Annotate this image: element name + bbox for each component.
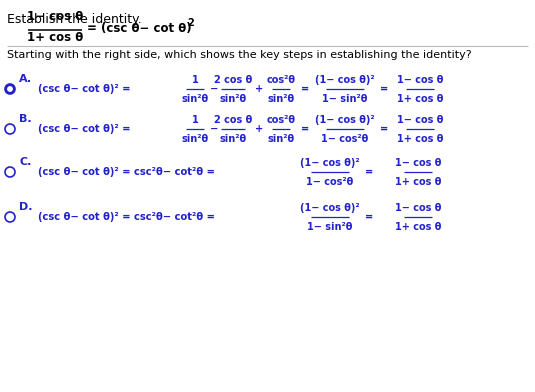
Text: C.: C. xyxy=(19,157,32,167)
Text: −: − xyxy=(210,84,218,94)
Text: 1: 1 xyxy=(192,74,198,85)
Text: 1− cos θ: 1− cos θ xyxy=(395,203,441,212)
Text: 1− cos θ: 1− cos θ xyxy=(397,74,443,85)
Text: D.: D. xyxy=(19,202,33,212)
Text: =: = xyxy=(301,124,309,134)
Text: 1− cos θ: 1− cos θ xyxy=(395,158,441,167)
Text: cos²θ: cos²θ xyxy=(266,114,295,125)
Text: 1+ cos θ: 1+ cos θ xyxy=(397,134,443,143)
Text: 2 cos θ: 2 cos θ xyxy=(214,74,252,85)
Text: 1− cos θ: 1− cos θ xyxy=(27,10,83,23)
Text: 1+ cos θ: 1+ cos θ xyxy=(27,31,83,44)
Text: cos²θ: cos²θ xyxy=(266,74,295,85)
Text: (csc θ− cot θ)² =: (csc θ− cot θ)² = xyxy=(38,84,131,94)
Text: 1+ cos θ: 1+ cos θ xyxy=(395,176,441,187)
Circle shape xyxy=(5,84,15,94)
Text: sin²θ: sin²θ xyxy=(268,134,295,143)
Text: (1− cos θ)²: (1− cos θ)² xyxy=(315,114,375,125)
Text: sin²θ: sin²θ xyxy=(268,94,295,103)
Text: +: + xyxy=(255,84,263,94)
Text: =: = xyxy=(380,124,388,134)
Text: Establish the identity.: Establish the identity. xyxy=(7,13,142,26)
Text: 1− cos²θ: 1− cos²θ xyxy=(322,134,369,143)
Text: (csc θ− cot θ)² = csc²θ− cot²θ =: (csc θ− cot θ)² = csc²θ− cot²θ = xyxy=(38,167,215,177)
Text: 2 cos θ: 2 cos θ xyxy=(214,114,252,125)
Text: A.: A. xyxy=(19,74,32,84)
Text: (csc θ− cot θ)² = csc²θ− cot²θ =: (csc θ− cot θ)² = csc²θ− cot²θ = xyxy=(38,212,215,222)
Text: (1− cos θ)²: (1− cos θ)² xyxy=(300,203,360,212)
Text: 1: 1 xyxy=(192,114,198,125)
Text: sin²θ: sin²θ xyxy=(181,94,209,103)
Text: =: = xyxy=(380,84,388,94)
Text: =: = xyxy=(365,212,373,222)
Text: sin²θ: sin²θ xyxy=(219,134,247,143)
Text: sin²θ: sin²θ xyxy=(219,94,247,103)
Text: Starting with the right side, which shows the key steps in establishing the iden: Starting with the right side, which show… xyxy=(7,50,472,60)
Text: (1− cos θ)²: (1− cos θ)² xyxy=(300,158,360,167)
Text: 2: 2 xyxy=(187,18,194,28)
Text: (1− cos θ)²: (1− cos θ)² xyxy=(315,74,375,85)
Circle shape xyxy=(8,87,12,91)
Text: 1− cos²θ: 1− cos²θ xyxy=(307,176,354,187)
Text: =: = xyxy=(365,167,373,177)
Text: 1− sin²θ: 1− sin²θ xyxy=(322,94,368,103)
Text: 1− cos θ: 1− cos θ xyxy=(397,114,443,125)
Text: 1+ cos θ: 1+ cos θ xyxy=(397,94,443,103)
Text: = (csc θ− cot θ): = (csc θ− cot θ) xyxy=(87,22,192,34)
Text: sin²θ: sin²θ xyxy=(181,134,209,143)
Text: +: + xyxy=(255,124,263,134)
Text: =: = xyxy=(301,84,309,94)
Text: 1+ cos θ: 1+ cos θ xyxy=(395,221,441,232)
Text: −: − xyxy=(210,124,218,134)
Text: 1− sin²θ: 1− sin²θ xyxy=(307,221,353,232)
Text: B.: B. xyxy=(19,114,32,124)
Text: (csc θ− cot θ)² =: (csc θ− cot θ)² = xyxy=(38,124,131,134)
